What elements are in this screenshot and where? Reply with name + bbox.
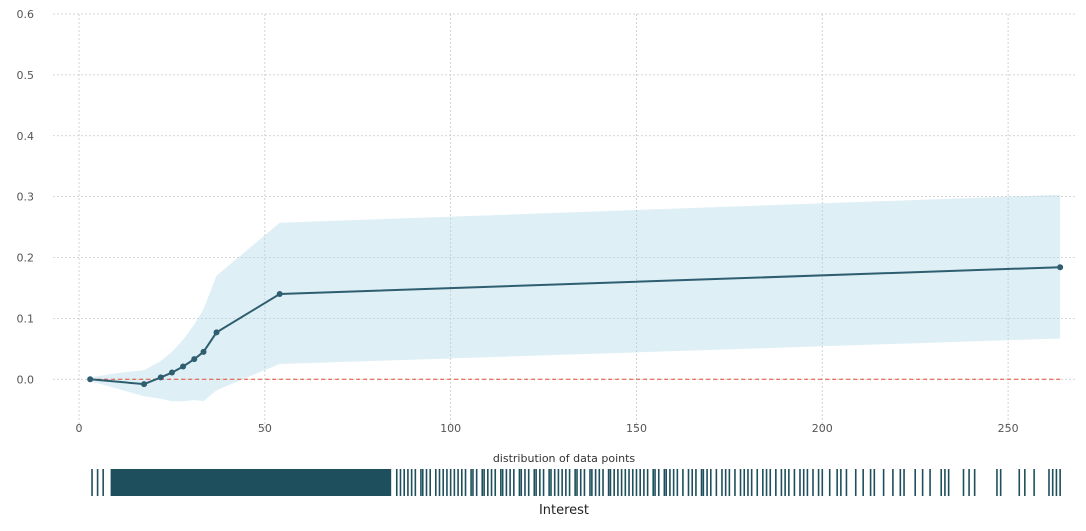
y-tick-label: 0.5 xyxy=(17,69,35,82)
confidence-band-area xyxy=(90,194,1061,402)
x-tick-label: 150 xyxy=(626,422,647,435)
series-lines xyxy=(90,266,1061,386)
distribution-title: distribution of data points xyxy=(493,452,636,465)
grid xyxy=(53,13,1075,431)
x-tick-labels: 0 50 100 150 200 250 xyxy=(76,422,1019,435)
data-point xyxy=(168,369,175,376)
data-point xyxy=(276,291,283,298)
data-point xyxy=(213,329,220,336)
x-tick-label: 0 xyxy=(76,422,83,435)
y-tick-label: 0.4 xyxy=(17,130,35,143)
y-tick-label: 0.3 xyxy=(17,191,35,204)
y-tick-label: 0.2 xyxy=(17,252,35,265)
y-tick-label: 0.6 xyxy=(17,8,35,21)
data-point xyxy=(87,376,94,383)
x-tick-label: 250 xyxy=(998,422,1019,435)
distribution-dense-block xyxy=(110,469,392,496)
y-tick-labels: 0.0 0.1 0.2 0.3 0.4 0.5 0.6 xyxy=(17,8,35,386)
data-point xyxy=(1057,264,1064,271)
y-tick-label: 0.0 xyxy=(17,373,35,386)
x-tick-label: 100 xyxy=(440,422,461,435)
data-point xyxy=(200,348,207,355)
data-point xyxy=(180,363,187,370)
distribution-rug xyxy=(91,469,1061,496)
x-tick-label: 50 xyxy=(258,422,272,435)
confidence-band xyxy=(90,194,1061,402)
x-tick-label: 200 xyxy=(812,422,833,435)
y-tick-label: 0.1 xyxy=(17,312,35,325)
data-point xyxy=(191,356,198,363)
series-points xyxy=(87,264,1064,388)
series-line xyxy=(90,266,1061,386)
data-point xyxy=(141,381,148,388)
x-axis-label: Interest xyxy=(539,503,589,518)
data-point xyxy=(157,374,164,381)
